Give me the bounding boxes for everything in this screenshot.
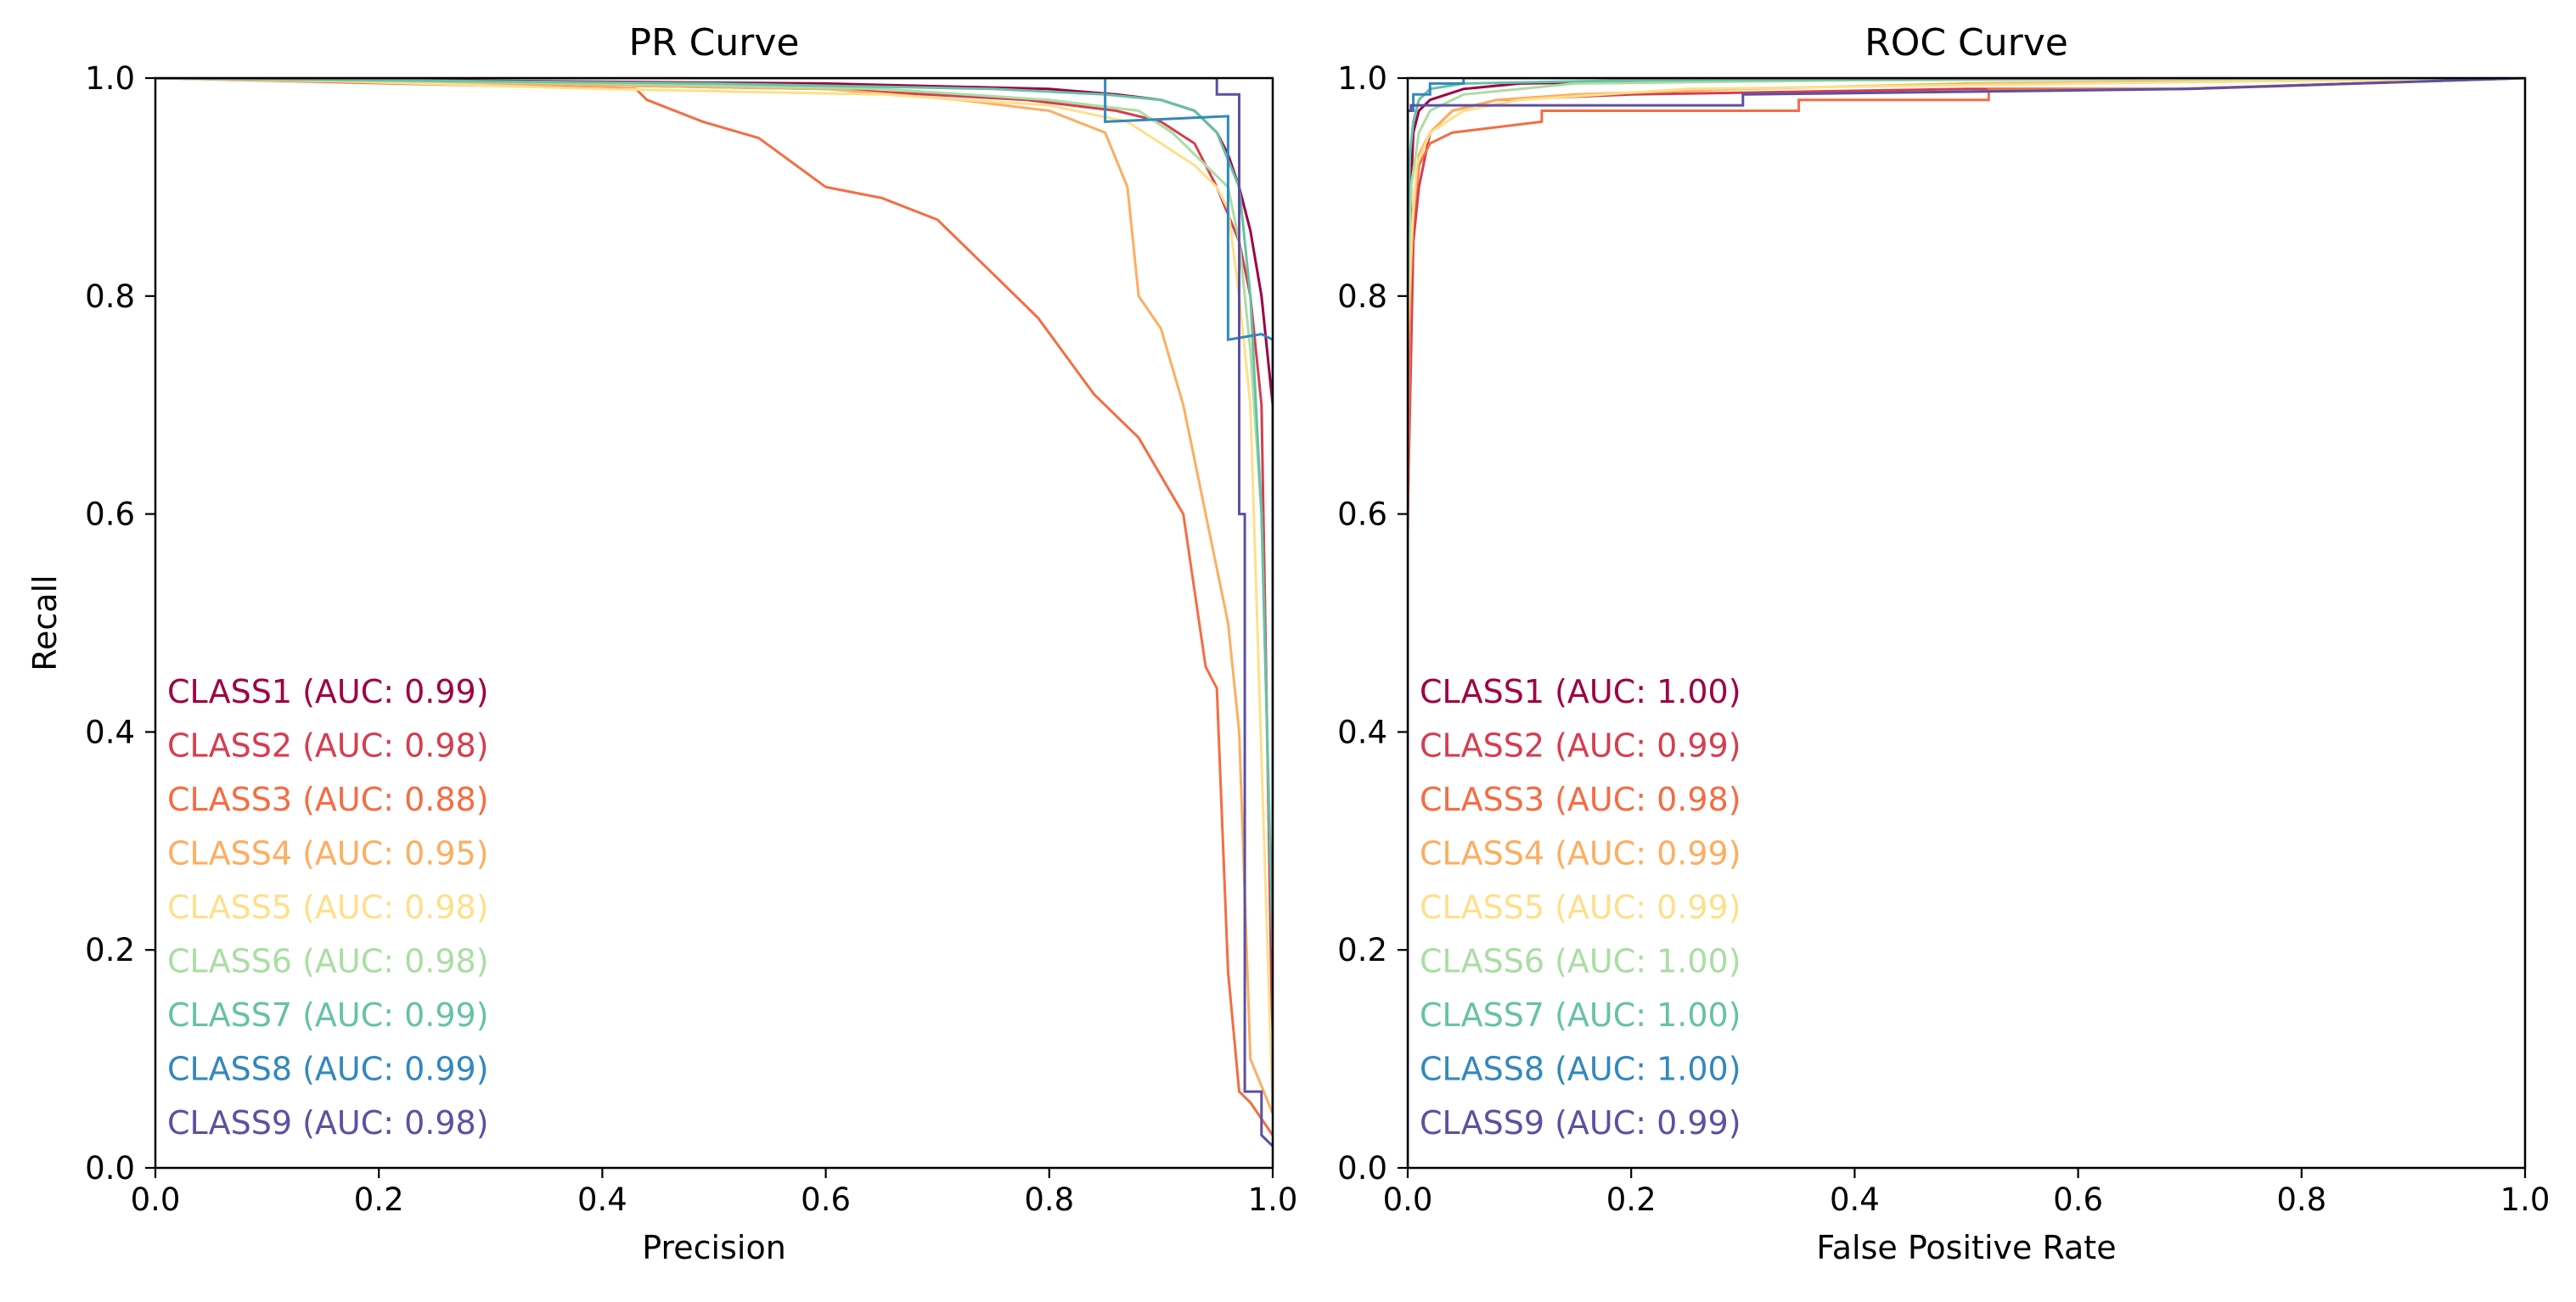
roc-x-tick-label: 0.8 <box>2276 1181 2326 1218</box>
pr-x-tick-label: 0.8 <box>1024 1181 1074 1218</box>
pr-legend-label-class1: CLASS1 (AUC: 0.99) <box>167 673 489 710</box>
pr-y-tick-label: 0.0 <box>85 1150 135 1187</box>
roc-series-group <box>1408 78 2525 1168</box>
roc-series-line-class5 <box>1408 78 2525 1168</box>
roc-y-tick-label: 1.0 <box>1337 60 1387 97</box>
pr-y-tick-label: 0.6 <box>85 497 135 533</box>
roc-x-tick-label: 1.0 <box>2500 1181 2551 1218</box>
pr-y-axis-label: Recall <box>26 575 64 671</box>
pr-y-tick-label: 0.4 <box>85 714 135 750</box>
pr-series-line-class7 <box>155 78 1273 951</box>
roc-x-tick-label: 0.6 <box>2053 1181 2103 1218</box>
roc-legend-label-class5: CLASS5 (AUC: 0.99) <box>1420 889 1741 926</box>
pr-series-line-class6 <box>155 78 1273 951</box>
pr-series-line-class9 <box>155 78 1273 1148</box>
roc-legend-label-class6: CLASS6 (AUC: 1.00) <box>1420 943 1741 980</box>
pr-legend-label-class5: CLASS5 (AUC: 0.98) <box>167 889 489 926</box>
pr-legend-label-class9: CLASS9 (AUC: 0.98) <box>167 1104 489 1142</box>
pr-x-tick-label: 1.0 <box>1248 1181 1298 1218</box>
roc-y-tick-label: 0.4 <box>1337 714 1387 750</box>
pr-x-tick-label: 0.0 <box>131 1181 181 1218</box>
roc-x-tick-label: 0.0 <box>1383 1181 1433 1218</box>
pr-axes-frame <box>154 76 1274 1170</box>
pr-legend-label-class4: CLASS4 (AUC: 0.95) <box>167 835 489 873</box>
pr-x-tick-label: 0.2 <box>354 1181 404 1218</box>
pr-series-group <box>155 78 1273 1148</box>
roc-x-tick-label: 0.4 <box>1830 1181 1880 1218</box>
roc-y-tick-label: 0.6 <box>1337 497 1387 533</box>
roc-legend-label-class1: CLASS1 (AUC: 1.00) <box>1420 673 1741 710</box>
roc-legend-label-class7: CLASS7 (AUC: 1.00) <box>1420 996 1741 1034</box>
pr-legend-label-class3: CLASS3 (AUC: 0.88) <box>167 781 489 818</box>
pr-legend-label-class7: CLASS7 (AUC: 0.99) <box>167 996 489 1034</box>
pr-y-tick-label: 0.2 <box>85 932 135 968</box>
pr-legend-label-class6: CLASS6 (AUC: 0.98) <box>167 943 489 980</box>
roc-y-tick-label: 0.0 <box>1337 1150 1387 1187</box>
roc-axes-frame <box>1406 76 2527 1170</box>
pr-series-line-class8 <box>155 78 1273 1114</box>
roc-legend-label-class9: CLASS9 (AUC: 0.99) <box>1420 1104 1741 1142</box>
roc-legend-label-class3: CLASS3 (AUC: 0.98) <box>1420 781 1741 818</box>
pr-series-line-class3 <box>155 78 1273 1136</box>
pr-x-tick-label: 0.6 <box>801 1181 851 1218</box>
pr-legend-label-class8: CLASS8 (AUC: 0.99) <box>167 1051 489 1088</box>
pr-legend-label-class2: CLASS2 (AUC: 0.98) <box>167 727 489 765</box>
pr-x-axis-label: Precision <box>642 1229 786 1266</box>
pr-y-tick-label: 1.0 <box>85 60 135 97</box>
roc-legend-label-class4: CLASS4 (AUC: 0.99) <box>1420 835 1741 873</box>
roc-y-tick-label: 0.2 <box>1337 932 1387 968</box>
roc-x-axis-label: False Positive Rate <box>1816 1229 2116 1266</box>
roc-legend-label-class2: CLASS2 (AUC: 0.99) <box>1420 727 1741 765</box>
roc-y-tick-label: 0.8 <box>1337 278 1387 315</box>
roc-curve-panel: 0.0 0.2 0.4 0.6 0.8 1.0 0.0 0.2 0.4 0.6 0.8 1.0 ROC … <box>1337 21 2550 1266</box>
pr-chart-title: PR Curve <box>629 21 800 65</box>
pr-x-tick-label: 0.4 <box>577 1181 627 1218</box>
roc-x-tick-label: 0.2 <box>1606 1181 1656 1218</box>
pr-curve-panel: 0.0 0.2 0.4 0.6 0.8 1.0 0.0 0.2 0.4 0.6 0.8 1.0 PR C… <box>26 21 1297 1266</box>
pr-y-tick-label: 0.8 <box>85 278 135 315</box>
roc-chart-title: ROC Curve <box>1865 21 2068 65</box>
roc-legend-label-class8: CLASS8 (AUC: 1.00) <box>1420 1051 1741 1088</box>
